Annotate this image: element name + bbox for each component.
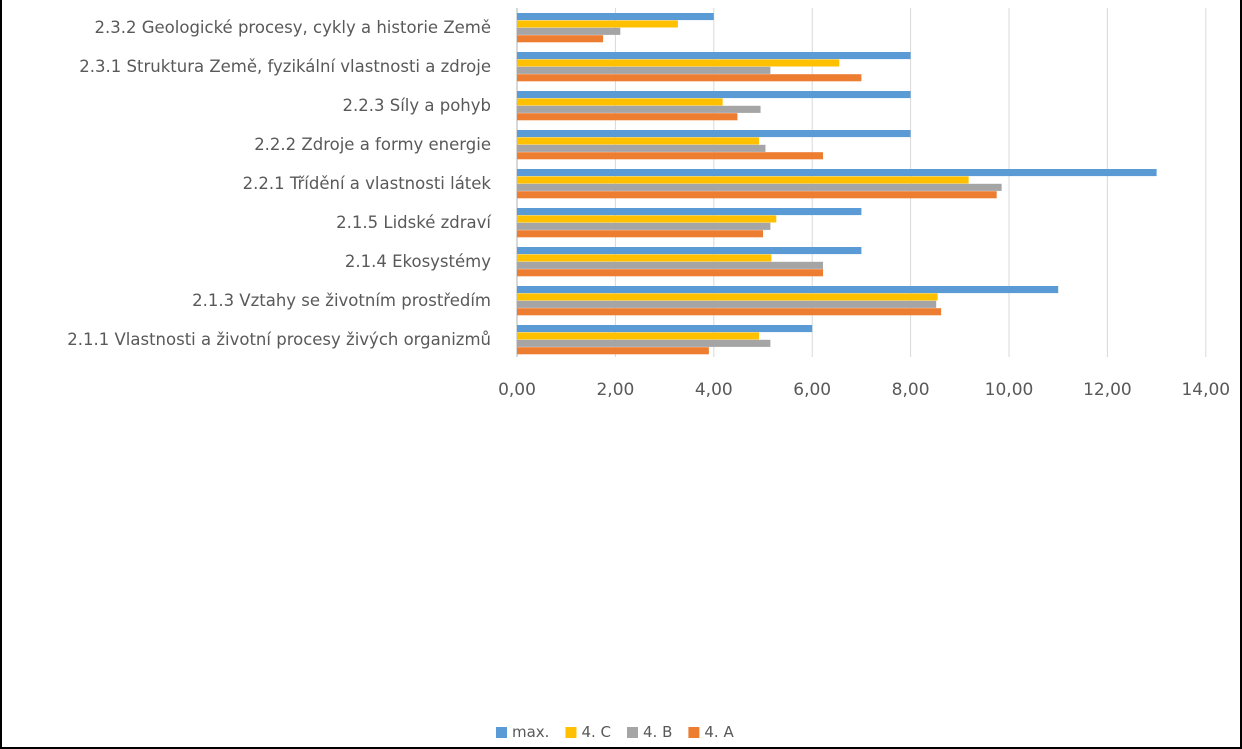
bar-4-c	[517, 20, 678, 28]
bar-4-a	[517, 152, 824, 160]
category-label: 2.1.1 Vlastnosti a životní procesy živýc…	[67, 330, 491, 349]
legend-swatch	[627, 727, 639, 738]
legend-item: 4. C	[565, 723, 611, 741]
bar-4-b	[517, 27, 621, 35]
bar-max	[517, 91, 911, 99]
category-label: 2.2.3 Síly a pohyb	[343, 96, 492, 115]
legend-label: 4. C	[581, 723, 611, 741]
category-labels: 2.1.1 Vlastnosti a životní procesy živýc…	[67, 18, 492, 349]
bar-4-c	[517, 98, 723, 106]
bar-4-b	[517, 105, 761, 113]
category-label: 2.1.3 Vztahy se životním prostředím	[192, 291, 491, 310]
bar-4-b	[517, 261, 824, 269]
x-tick-label: 0,00	[498, 380, 536, 400]
legend-swatch	[565, 727, 577, 738]
x-tick-label: 2,00	[596, 380, 634, 400]
bars	[517, 13, 1157, 355]
bar-4-b	[517, 339, 771, 347]
bar-max	[517, 169, 1157, 177]
bar-max	[517, 208, 862, 216]
bar-4-a	[517, 35, 604, 43]
x-tick-label: 12,00	[1083, 380, 1132, 400]
x-tick-label: 6,00	[793, 380, 831, 400]
legend-swatch	[496, 727, 507, 738]
bar-4-a	[517, 269, 824, 277]
bar-4-a	[517, 308, 942, 316]
bar-4-b	[517, 66, 771, 74]
bar-max	[517, 286, 1059, 294]
legend-swatch	[688, 727, 700, 738]
legend-item: max.	[496, 723, 549, 741]
bar-max	[517, 325, 813, 333]
bar-4-c	[517, 176, 969, 184]
bar-4-b	[517, 222, 771, 230]
bar-max	[517, 13, 714, 21]
bar-max	[517, 247, 862, 255]
legend: max. 4. C 4. B 4. A	[496, 723, 734, 741]
x-tick-label: 4,00	[695, 380, 733, 400]
category-label: 2.1.4 Ekosystémy	[345, 252, 491, 271]
legend-label: 4. B	[643, 723, 672, 741]
category-label: 2.1.5 Lidské zdraví	[336, 213, 492, 232]
bar-4-c	[517, 215, 777, 223]
category-label: 2.3.2 Geologické procesy, cykly a histor…	[95, 18, 491, 37]
legend-item: 4. B	[627, 723, 672, 741]
bar-max	[517, 130, 911, 138]
bar-4-c	[517, 254, 772, 262]
category-label: 2.2.1 Třídění a vlastnosti látek	[243, 174, 492, 193]
bar-4-b	[517, 300, 937, 308]
x-tick-label: 8,00	[892, 380, 930, 400]
bar-4-a	[517, 74, 862, 82]
bar-4-a	[517, 347, 709, 355]
bar-4-b	[517, 183, 1002, 191]
x-tick-labels: 0,00 2,00 4,00 6,00 8,00 10,00 12,00 14,00	[498, 380, 1230, 400]
bar-4-b	[517, 144, 766, 152]
x-tick-label: 14,00	[1181, 380, 1230, 400]
legend-label: 4. A	[704, 723, 734, 741]
bar-4-a	[517, 230, 763, 238]
bar-max	[517, 52, 911, 60]
legend-label: max.	[512, 723, 549, 741]
bar-4-a	[517, 113, 738, 121]
bar-4-c	[517, 332, 760, 340]
category-label: 2.3.1 Struktura Země, fyzikální vlastnos…	[79, 57, 491, 76]
bar-4-c	[517, 293, 938, 301]
category-label: 2.2.2 Zdroje a formy energie	[254, 135, 491, 154]
bar-4-c	[517, 137, 760, 145]
legend-item: 4. A	[688, 723, 734, 741]
bar-4-a	[517, 191, 997, 199]
x-tick-label: 10,00	[985, 380, 1034, 400]
bar-4-c	[517, 59, 840, 67]
